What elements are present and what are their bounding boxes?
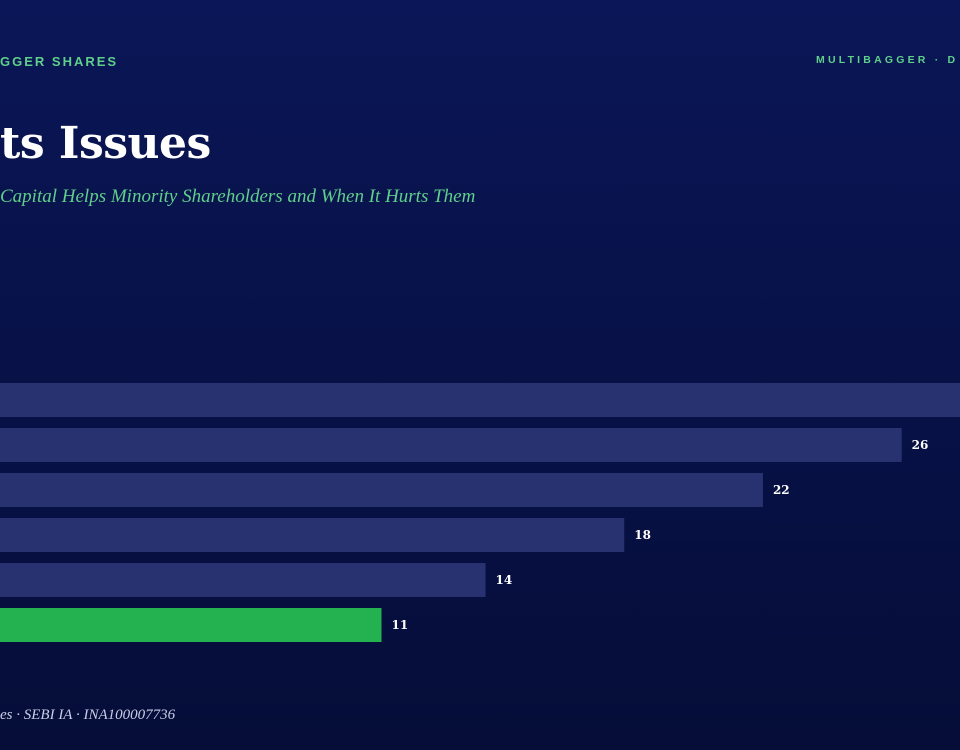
brand-label: GGER SHARES (0, 54, 119, 69)
bar-2 (0, 473, 763, 507)
bar-value-label-3: 18 (634, 528, 651, 542)
page-title: ts Issues (0, 118, 211, 169)
series-label: MULTIBAGGER · D (816, 54, 959, 66)
footer-note: es · SEBI IA · INA100007736 (0, 707, 176, 723)
bar-3 (0, 518, 625, 552)
page-subtitle: Capital Helps Minority Shareholders and … (0, 186, 476, 207)
bar-value-label-4: 14 (496, 573, 513, 587)
bar-5 (0, 608, 382, 642)
bar-value-label-5: 11 (391, 618, 408, 632)
bar-value-label-2: 22 (773, 483, 790, 497)
bar-0 (0, 383, 960, 417)
bar-value-label-1: 26 (912, 438, 929, 452)
bar-4 (0, 563, 486, 597)
bar-1 (0, 428, 902, 462)
